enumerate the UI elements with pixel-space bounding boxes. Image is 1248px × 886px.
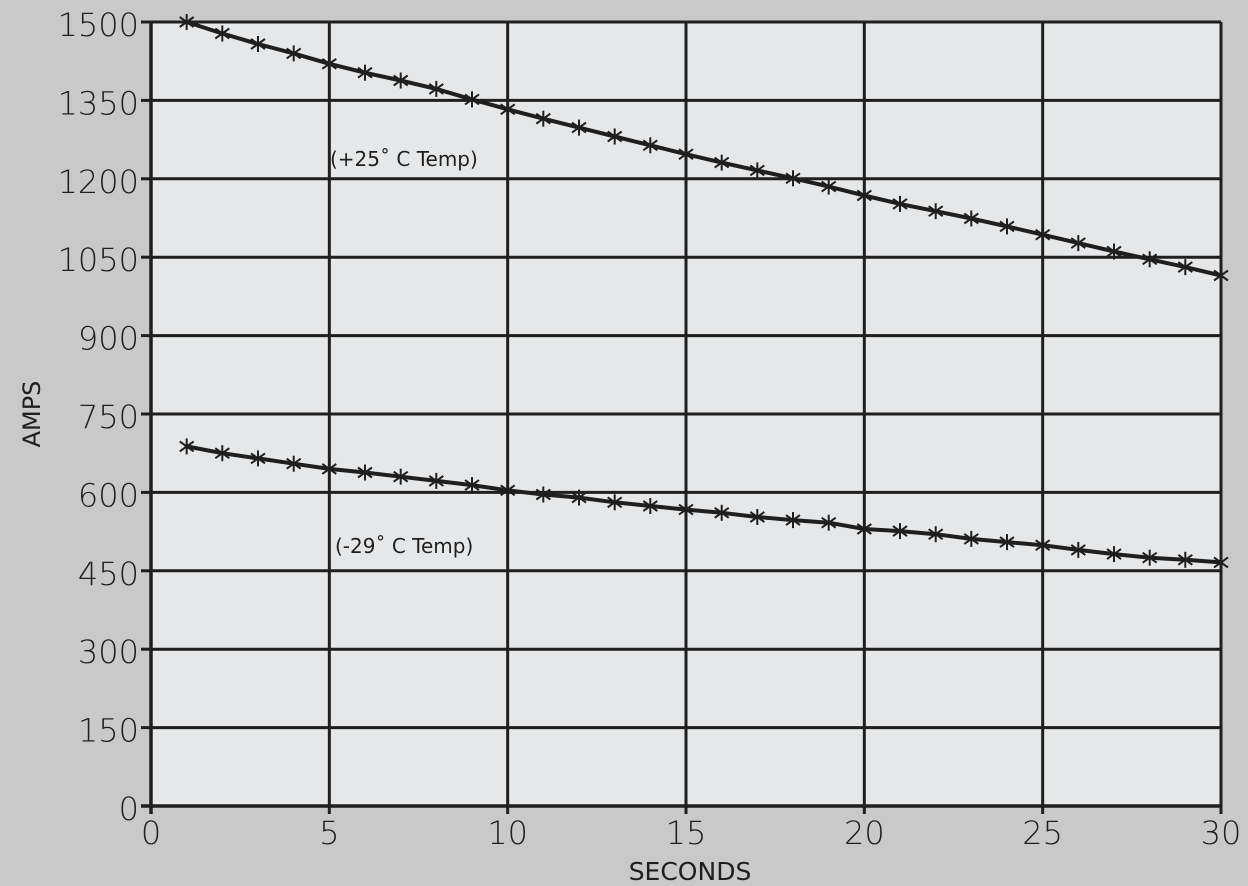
data-point-marker [1142, 549, 1158, 566]
data-point-marker [393, 468, 409, 485]
data-point-marker [749, 509, 765, 525]
data-point-marker [535, 486, 551, 503]
y-tick-label: 450 [78, 555, 139, 593]
data-point-marker [821, 178, 837, 195]
data-point-marker [214, 445, 230, 462]
data-point-marker [1035, 537, 1051, 554]
data-point-marker [642, 137, 658, 154]
data-point-marker [250, 36, 266, 52]
data-point-marker [428, 472, 444, 489]
y-tick-label: 300 [78, 633, 139, 671]
data-point-marker [500, 101, 516, 118]
data-point-marker [286, 45, 302, 62]
data-point-marker [535, 110, 551, 127]
y-tick-label: 1200 [58, 163, 139, 201]
data-point-marker [607, 494, 623, 511]
data-point-marker [999, 218, 1015, 235]
data-point-marker [856, 187, 872, 204]
data-point-marker [1142, 251, 1158, 268]
y-tick-label: 1050 [58, 241, 139, 279]
data-point-marker [321, 460, 337, 477]
series-line-2 [184, 444, 1223, 565]
x-tick-label: 0 [141, 814, 161, 852]
data-point-marker [714, 504, 730, 521]
data-point-marker [785, 512, 801, 529]
data-point-marker [1070, 541, 1086, 558]
y-tick-label: 1500 [58, 6, 139, 44]
data-point-marker [321, 55, 337, 72]
data-point-marker [500, 482, 516, 499]
y-tick-label: 750 [78, 398, 139, 436]
data-point-marker [928, 526, 944, 543]
series-annotation-2: (-29˚ C Temp) [335, 534, 473, 558]
x-axis-title: SECONDS [629, 857, 752, 886]
data-point-marker [999, 534, 1015, 551]
data-point-marker [678, 146, 694, 163]
data-point-marker [1070, 235, 1086, 252]
data-point-marker [286, 455, 302, 472]
data-point-marker [428, 80, 444, 97]
data-point-marker [607, 128, 623, 145]
data-point-marker [785, 170, 801, 187]
data-point-marker [642, 498, 658, 514]
y-tick-label: 150 [78, 712, 139, 750]
data-point-marker [214, 25, 230, 42]
data-point-marker [464, 477, 480, 494]
x-tick-label: 15 [666, 814, 707, 852]
data-point-marker [1177, 551, 1193, 568]
y-tick-label: 1350 [58, 84, 139, 122]
data-point-marker [393, 72, 409, 89]
data-point-marker [571, 119, 587, 136]
data-point-marker [892, 523, 908, 540]
data-point-marker [571, 489, 587, 506]
data-point-marker [250, 450, 266, 467]
data-point-marker [928, 203, 944, 220]
x-tick-label: 10 [487, 814, 528, 852]
data-point-marker [678, 501, 694, 518]
y-tick-label: 0 [119, 790, 139, 828]
data-point-marker [963, 210, 979, 227]
data-point-marker [1177, 259, 1193, 276]
series-annotation-1: (+25˚ C Temp) [330, 147, 478, 171]
data-point-marker [1106, 243, 1122, 260]
data-point-marker [1035, 226, 1051, 243]
data-point-marker [963, 530, 979, 547]
data-point-marker [179, 14, 195, 30]
data-point-marker [179, 438, 195, 455]
data-point-marker [464, 91, 480, 108]
data-point-marker [749, 162, 765, 179]
data-point-marker [856, 521, 872, 537]
data-point-marker [1213, 554, 1229, 571]
x-tick-label: 20 [844, 814, 885, 852]
data-point-marker [357, 64, 373, 81]
y-axis-title: AMPS [18, 381, 46, 448]
series-line-1 [184, 20, 1223, 278]
y-tick-label: 900 [78, 320, 139, 358]
data-point-marker [892, 195, 908, 212]
data-point-marker [1106, 546, 1122, 563]
x-tick-label: 5 [319, 814, 339, 852]
data-point-marker [821, 514, 837, 531]
x-tick-label: 30 [1201, 814, 1242, 852]
x-tick-label: 25 [1022, 814, 1063, 852]
data-point-marker [1213, 267, 1229, 284]
y-tick-label: 600 [78, 476, 139, 514]
data-point-marker [714, 154, 730, 171]
data-point-marker [357, 464, 373, 481]
